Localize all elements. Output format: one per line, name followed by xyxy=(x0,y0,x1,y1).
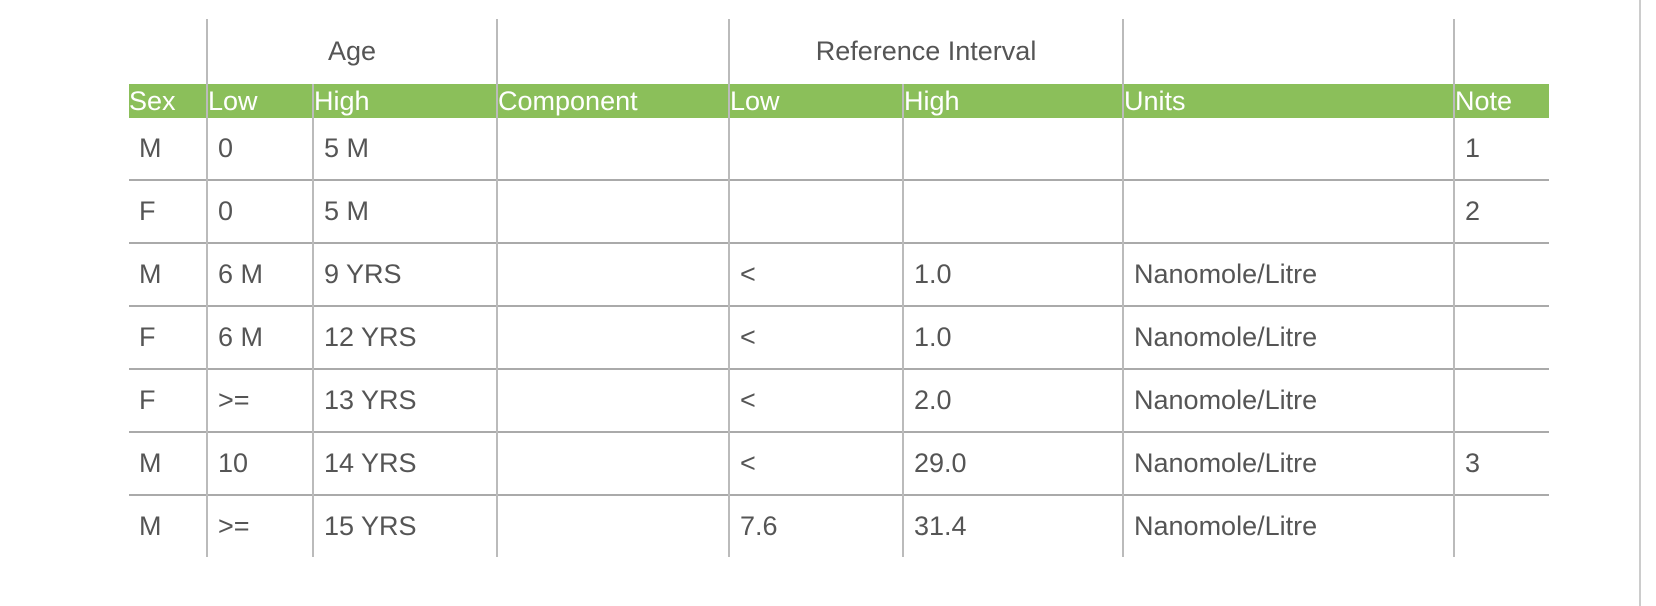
table-cell: 31.4 xyxy=(902,494,1124,557)
table-cell: 1 xyxy=(1453,118,1550,180)
table-cell xyxy=(1122,118,1455,180)
table-cell xyxy=(728,118,904,180)
table-cell: F xyxy=(129,179,207,243)
table-cell: 7.6 xyxy=(728,494,904,557)
column-header: Units xyxy=(1122,84,1455,118)
table-cell xyxy=(496,368,730,432)
table-cell xyxy=(1453,305,1550,369)
reference-table: Age Reference Interval Sex Low High Compone… xyxy=(129,19,1550,557)
column-header: Low xyxy=(728,84,904,118)
group-header xyxy=(1453,19,1550,84)
table-cell: 1.0 xyxy=(902,242,1124,306)
table-row: F >= 13 YRS <2.0 Nanomole/Litre xyxy=(129,368,1550,432)
table-cell: < xyxy=(728,431,904,495)
table-cell: 3 xyxy=(1453,431,1550,495)
table-cell: >= xyxy=(206,494,313,557)
table-cell xyxy=(1453,242,1550,306)
table-cell: 1.0 xyxy=(902,305,1124,369)
table-row: M >= 15 YRS 7.6 31.4 Nanomole/Litre xyxy=(129,494,1550,557)
table-cell: 9 YRS xyxy=(311,242,498,306)
table-cell xyxy=(1122,179,1455,243)
table-cell: 12 YRS xyxy=(311,305,498,369)
table-cell xyxy=(496,305,730,369)
table-cell xyxy=(1453,494,1550,557)
table-cell xyxy=(496,118,730,180)
table-cell: F xyxy=(129,305,207,369)
table-cell: 10 xyxy=(206,431,313,495)
table-cell: 6 M xyxy=(206,305,313,369)
column-header: High xyxy=(902,84,1124,118)
table-cell: < xyxy=(728,368,904,432)
group-header-row: Age Reference Interval xyxy=(129,19,1550,84)
table-cell: M xyxy=(139,133,162,163)
table-cell: 29.0 xyxy=(902,431,1124,495)
table-cell: 0 xyxy=(206,179,313,243)
table-cell: 5 M xyxy=(311,179,498,243)
group-header: Age xyxy=(205,19,498,84)
table-cell: Nanomole/Litre xyxy=(1122,494,1455,557)
column-header: High xyxy=(311,84,498,118)
table-row: M 10 14 YRS <29.0 Nanomole/Litre 3 xyxy=(129,431,1550,495)
table-cell: >= xyxy=(206,368,313,432)
table-cell xyxy=(496,242,730,306)
table-cell xyxy=(496,494,730,557)
table-cell: < xyxy=(728,305,904,369)
table-cell xyxy=(496,431,730,495)
table-cell: 15 YRS xyxy=(311,494,498,557)
group-header xyxy=(129,19,207,84)
table-cell xyxy=(496,179,730,243)
column-header-row: Sex Low High Component Low High Units Note xyxy=(129,84,1550,118)
table-cell: < xyxy=(728,242,904,306)
column-header: Component xyxy=(496,84,730,118)
table-cell: 2 xyxy=(1453,179,1550,243)
table-cell xyxy=(728,179,904,243)
table-cell: 5 M xyxy=(311,118,498,180)
table-cell: M xyxy=(129,494,207,557)
table-cell xyxy=(1453,368,1550,432)
table-cell xyxy=(902,118,1124,180)
table-cell: 0 xyxy=(206,118,313,180)
table-cell: Nanomole/Litre xyxy=(1122,431,1455,495)
table-cell: M xyxy=(129,242,207,306)
edge-line xyxy=(1639,0,1641,606)
table-cell: Nanomole/Litre xyxy=(1122,305,1455,369)
table-cell: F xyxy=(129,368,207,432)
group-header xyxy=(496,19,730,84)
table-cell: Nanomole/Litre xyxy=(1122,368,1455,432)
table-cell: 14 YRS xyxy=(311,431,498,495)
table-cell xyxy=(902,179,1124,243)
group-header xyxy=(1122,19,1455,84)
group-header: Reference Interval xyxy=(728,19,1124,84)
table-cell: 6 M xyxy=(206,242,313,306)
column-header: Note xyxy=(1453,84,1550,118)
column-header: Sex xyxy=(129,84,207,118)
table-cell: 13 YRS xyxy=(311,368,498,432)
table-cell: Nanomole/Litre xyxy=(1122,242,1455,306)
table-cell: 2.0 xyxy=(902,368,1124,432)
column-header: Low xyxy=(206,84,313,118)
table-cell: M xyxy=(129,431,207,495)
